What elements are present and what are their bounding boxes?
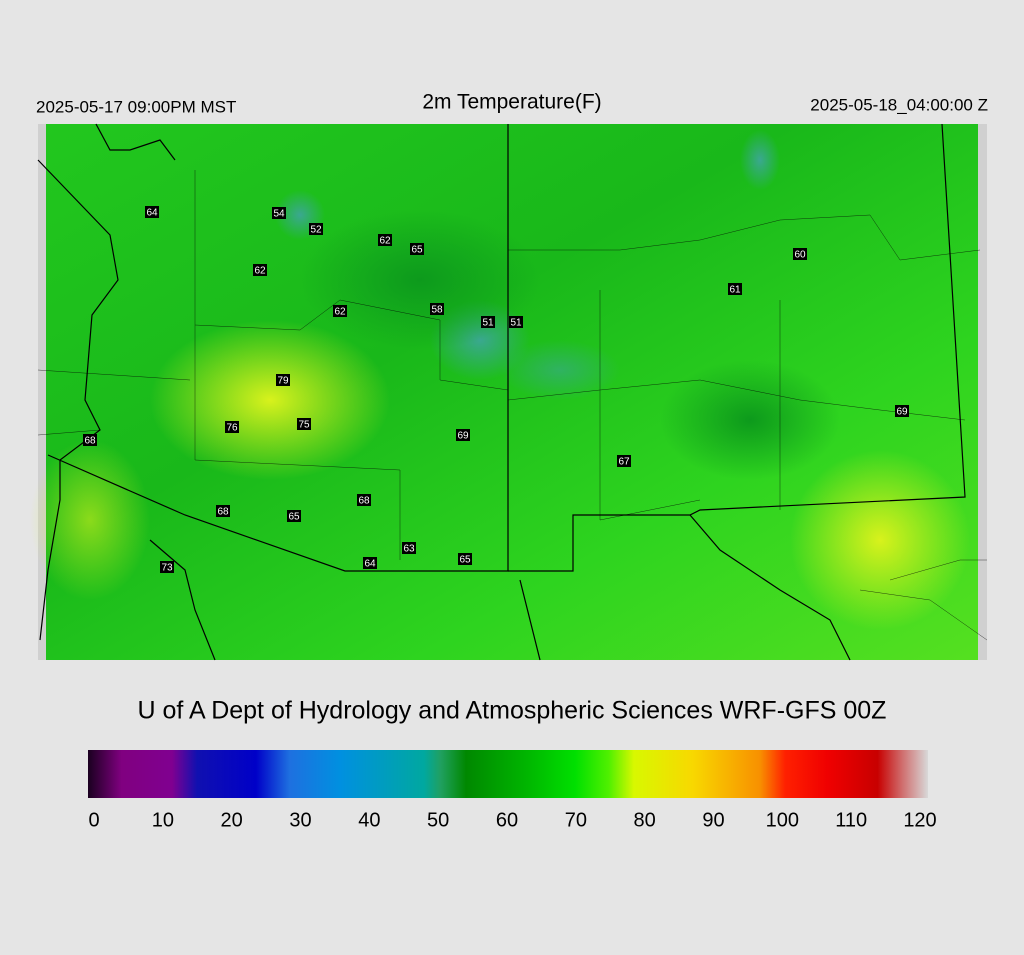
station-box (297, 418, 311, 430)
station-box (458, 553, 472, 565)
station-box (276, 374, 290, 386)
station-value: 76 (226, 423, 238, 434)
station-box (793, 248, 807, 260)
colorbar-tick-label: 10 (152, 809, 174, 831)
colorbar-tick-label: 20 (221, 809, 243, 831)
station-box (430, 303, 444, 315)
station-box (272, 207, 286, 219)
station-value: 58 (431, 305, 443, 316)
colorbar-tick-label: 50 (427, 809, 449, 831)
station-box (728, 283, 742, 295)
station-box (145, 206, 159, 218)
station-value: 65 (459, 555, 471, 566)
station-value: 62 (334, 307, 346, 318)
station-box (333, 305, 347, 317)
station-value: 60 (794, 250, 806, 261)
station-value: 75 (298, 420, 310, 431)
station-value: 64 (364, 559, 376, 570)
station-box (253, 264, 267, 276)
colorbar-tick-label: 30 (289, 809, 311, 831)
station-box (216, 505, 230, 517)
station-box (357, 494, 371, 506)
station-value: 68 (84, 436, 96, 447)
station-value: 52 (310, 225, 322, 236)
colorbar-tick-label: 40 (358, 809, 380, 831)
colorbar (88, 750, 928, 798)
colorbar-tick-label: 0 (88, 809, 99, 831)
colorbar-tick-label: 80 (634, 809, 656, 831)
valid-local: 2025-05-17 09:00PM MST (36, 97, 236, 116)
station-value: 68 (217, 507, 229, 518)
station-value: 63 (403, 544, 415, 555)
map-title: 2m Temperature(F) (422, 91, 601, 114)
station-box (481, 316, 495, 328)
station-value: 62 (254, 266, 266, 277)
station-box (410, 243, 424, 255)
colorbar-tick-label: 70 (565, 809, 587, 831)
station-value: 69 (896, 407, 908, 418)
map: 64 54 52 62 65 62 60 61 62 58 51 51 79 76 75 69 68 69 67 68… (30, 123, 988, 661)
valid-utc: 2025-05-18_04:00:00 Z (810, 95, 988, 114)
station-value: 51 (510, 318, 522, 329)
credit: U of A Dept of Hydrology and Atmospheric… (138, 697, 887, 725)
station-box (83, 434, 97, 446)
station-box (456, 429, 470, 441)
colorbar-tick-label: 60 (496, 809, 518, 831)
station-value: 68 (358, 496, 370, 507)
station-value: 65 (288, 512, 300, 523)
station-value: 79 (277, 376, 289, 387)
colorbar-tick-label: 90 (702, 809, 724, 831)
colorbar-tick-label: 110 (835, 809, 867, 831)
station-box (509, 316, 523, 328)
station-value: 54 (273, 209, 285, 220)
station-box (160, 561, 174, 573)
station-value: 73 (161, 563, 173, 574)
colorbar-tick-label: 120 (903, 809, 936, 831)
station-box (895, 405, 909, 417)
station-box (287, 510, 301, 522)
station-value: 51 (482, 318, 494, 329)
station-box (378, 234, 392, 246)
station-box (225, 421, 239, 433)
station-box (617, 455, 631, 467)
station-value: 64 (146, 208, 158, 219)
station-value: 61 (729, 285, 741, 296)
station-box (402, 542, 416, 554)
station-value: 67 (618, 457, 630, 468)
station-box (309, 223, 323, 235)
colorbar-tick-label: 100 (766, 809, 799, 831)
station-value: 62 (379, 236, 391, 247)
station-value: 69 (457, 431, 469, 442)
station-box (363, 557, 377, 569)
station-value: 65 (411, 245, 423, 256)
